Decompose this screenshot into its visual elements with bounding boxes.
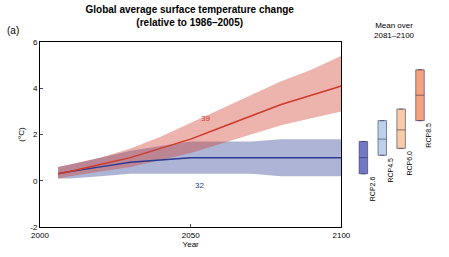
svg-text:2050: 2050 bbox=[182, 231, 200, 240]
svg-text:4: 4 bbox=[33, 84, 38, 93]
svg-text:2000: 2000 bbox=[31, 231, 49, 240]
svg-text:RCP8.5: RCP8.5 bbox=[425, 123, 432, 148]
svg-text:6: 6 bbox=[33, 38, 38, 47]
svg-text:39: 39 bbox=[201, 114, 210, 123]
svg-text:-2: -2 bbox=[30, 223, 38, 232]
svg-text:(a): (a) bbox=[7, 25, 19, 36]
svg-text:Mean over2081–2100: Mean over2081–2100 bbox=[374, 21, 415, 40]
svg-text:RCP2.6: RCP2.6 bbox=[369, 177, 376, 202]
svg-text:RCP6.0: RCP6.0 bbox=[406, 151, 413, 176]
svg-text:0: 0 bbox=[33, 177, 38, 186]
svg-text:2: 2 bbox=[33, 130, 38, 139]
svg-text:Global average surface tempera: Global average surface temperature chang… bbox=[86, 4, 295, 28]
svg-text:RCP4.5: RCP4.5 bbox=[387, 158, 394, 183]
svg-text:2100: 2100 bbox=[333, 231, 351, 240]
svg-text:Year: Year bbox=[183, 240, 200, 249]
svg-text:(°C): (°C) bbox=[17, 127, 26, 142]
svg-text:32: 32 bbox=[195, 181, 204, 190]
